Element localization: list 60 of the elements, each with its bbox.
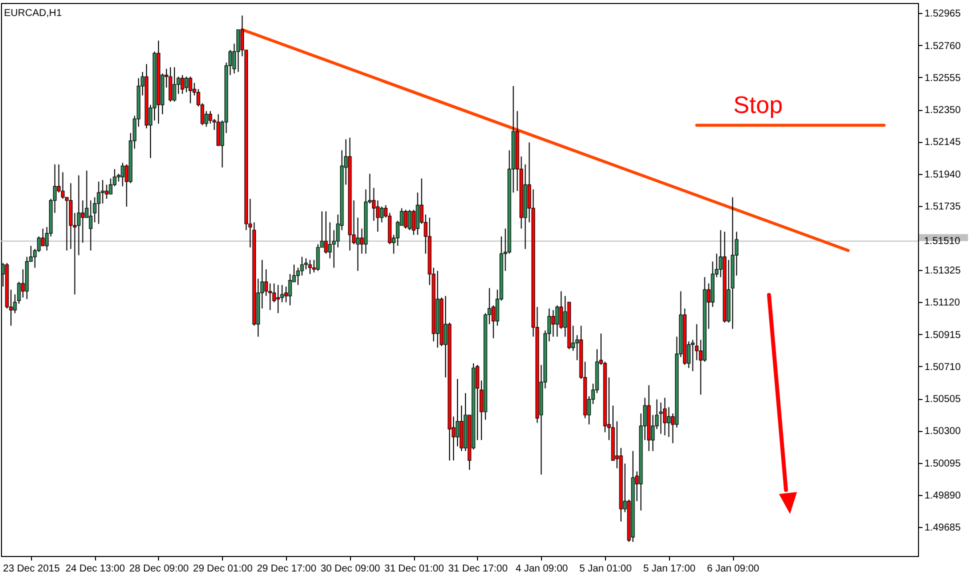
y-tick-label: 1.52555 [924,72,962,84]
candlestick [168,66,172,102]
x-tick-label: 4 Jan 09:00 [516,564,568,574]
candlestick [555,304,559,338]
x-tick-label: 23 Dec 2015 [3,564,60,574]
text: EURCAD,H1 [4,8,62,19]
x-tick-label: 29 Dec 01:00 [193,564,253,574]
candlestick [100,180,104,204]
candlestick [308,259,312,275]
candlestick [663,397,667,436]
candlestick [659,402,663,434]
candlestick [328,222,332,259]
candlestick [288,274,292,306]
y-tick-label: 1.50915 [924,330,962,341]
candlestick [180,74,184,94]
y-tick-label: 1.52760 [924,40,962,52]
x-tick-label: 28 Dec 09:00 [129,564,190,574]
y-tick-label: 1.51120 [924,298,960,309]
y-tick-label: 1.50505 [924,394,962,406]
candlestick [188,76,192,104]
candlestick [268,282,272,311]
candlestick [408,209,412,231]
annotation: Stop [733,92,783,119]
candlestick [280,284,284,303]
y-tick-label: 1.52965 [924,8,962,20]
candlestick [80,200,85,244]
candlestick [404,209,408,230]
ref-line-label: 1.51510 [924,236,961,248]
candlestick [120,162,124,187]
y-tick-label: 1.50095 [924,458,962,470]
x-tick-label: 30 Dec 09:00 [320,564,381,574]
candlestick [172,66,176,102]
x-tick-label: 29 Dec 17:00 [256,564,317,574]
y-tick-label: 1.51325 [924,266,962,277]
candlestick [667,406,671,438]
candlestick [276,284,280,314]
y-tick-label: 1.52145 [924,137,962,148]
y-tick-label: 1.51940 [924,169,962,180]
x-tick-label: 5 Jan 17:00 [643,564,696,574]
y-tick-label: 1.49685 [924,522,962,534]
y-tick-label: 1.50710 [924,362,962,373]
x-tick-label: 6 Jan 09:00 [706,564,760,574]
y-tick-label: 1.50300 [924,426,962,438]
candlestick [96,181,100,224]
candlestick [88,200,93,252]
x-tick-label: 31 Dec 01:00 [384,564,444,574]
candlestick [551,310,555,338]
x-tick-label: 31 Dec 17:00 [448,564,508,574]
x-tick-label: 5 Jan 01:00 [579,564,632,574]
y-tick-label: 1.52350 [924,105,962,116]
candlestick [324,210,328,254]
candlestick [380,206,384,223]
candlestick [208,110,212,124]
y-tick-label: 1.49890 [924,490,962,502]
candlestick [216,114,220,146]
candlestick [184,76,188,93]
x-tick-label: 24 Dec 13:00 [65,564,126,574]
candlestick [316,244,320,272]
y-tick-label: 1.51735 [924,201,962,212]
candlestick [104,184,108,200]
